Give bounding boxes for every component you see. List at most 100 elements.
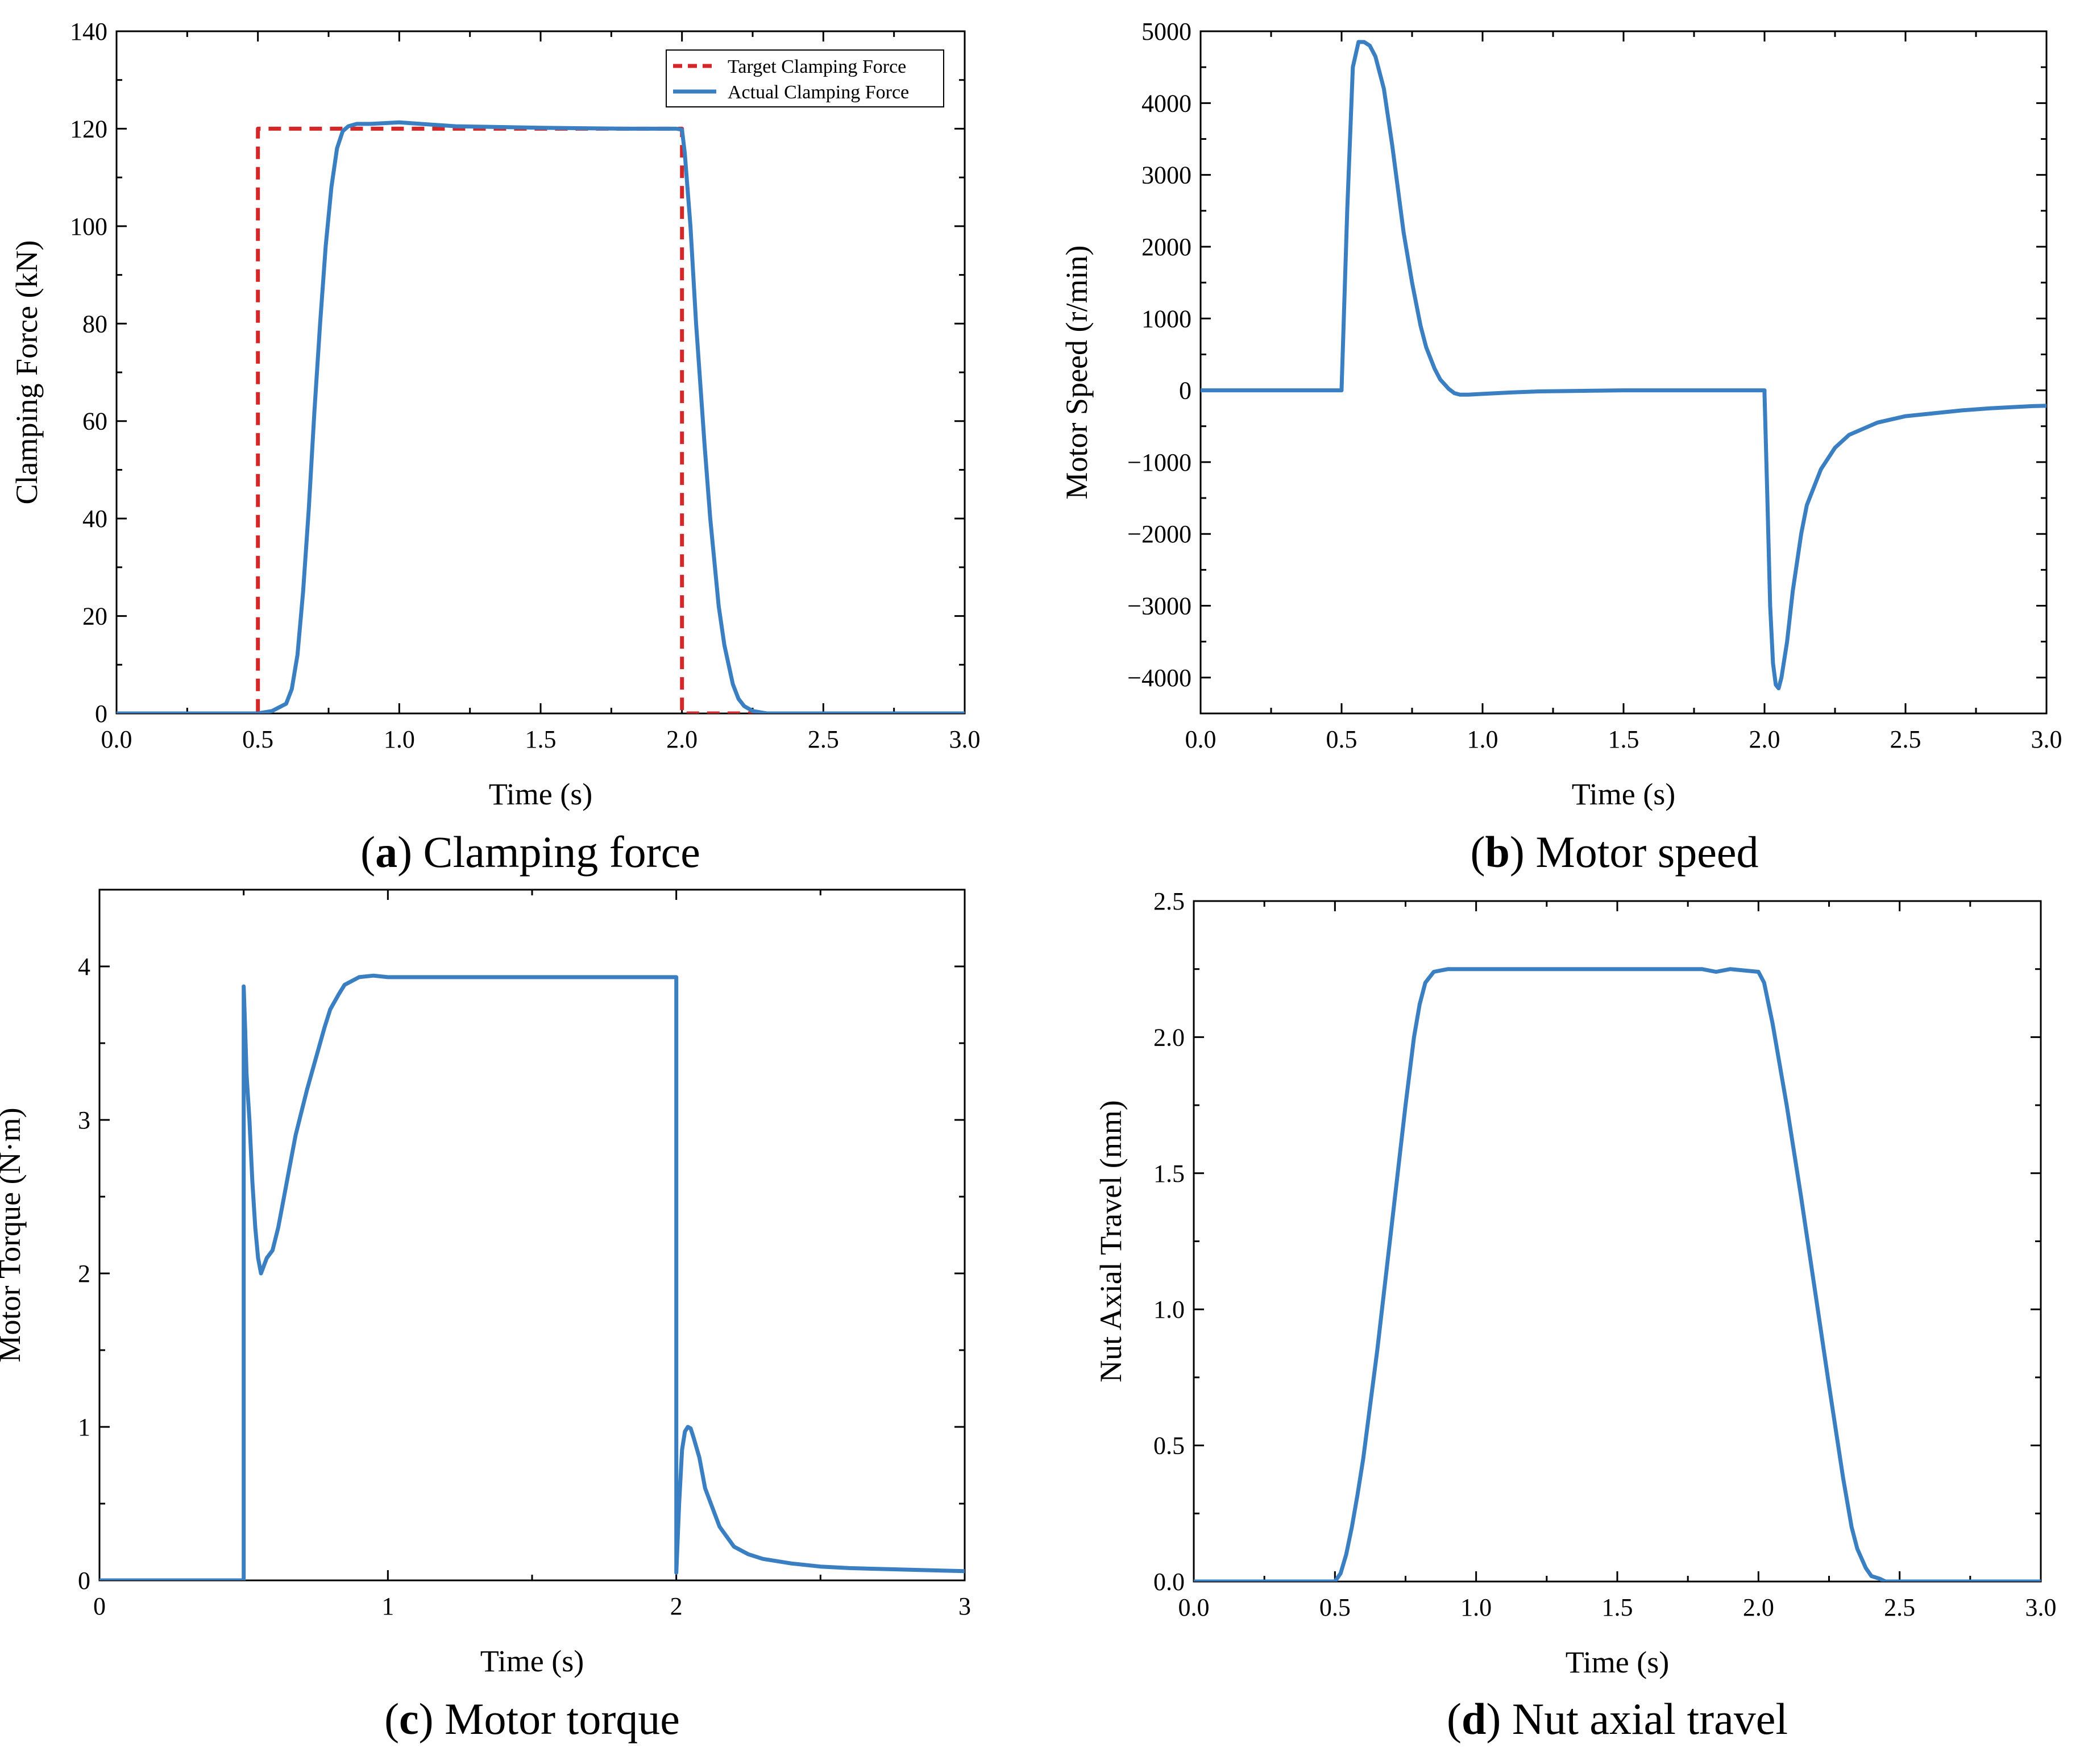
x-tick-label: 1.0 [1467, 725, 1498, 753]
y-tick-label: 2.5 [1153, 887, 1185, 915]
series-line-target-clamping-force [117, 126, 965, 713]
y-tick-label: 100 [70, 213, 107, 240]
series-line-actual-clamping-force [117, 120, 965, 713]
x-tick-label: 1.5 [1602, 1593, 1633, 1621]
caption-paren-close: ) [419, 1694, 434, 1744]
series-line-motor-speed [1201, 40, 2046, 691]
y-tick-label: 40 [82, 505, 107, 533]
y-tick-label: 4000 [1141, 89, 1192, 117]
legend-label: Target Clamping Force [728, 56, 906, 77]
series-line-nut-axial-travel [1194, 967, 2041, 1582]
y-tick-label: 60 [82, 408, 107, 435]
y-tick-label: 4 [78, 953, 90, 981]
panel-caption: (b) Motor speed [1471, 827, 1759, 877]
x-tick-label: 1.5 [525, 725, 557, 753]
y-tick-label: 3 [78, 1106, 90, 1134]
x-tick-label: 3.0 [949, 725, 981, 753]
caption-paren-open: ( [1447, 1694, 1462, 1744]
x-axis-title: Time (s) [489, 777, 593, 811]
y-tick-label: 20 [82, 603, 107, 630]
x-tick-label: 1 [381, 1592, 394, 1620]
caption-text: Nut axial travel [1501, 1694, 1788, 1744]
y-tick-label: 1.0 [1153, 1296, 1185, 1323]
panel-caption: (a) Clamping force [360, 827, 700, 877]
caption-paren-open: ( [384, 1694, 399, 1744]
y-tick-label: −1000 [1127, 449, 1192, 476]
panel-d-nut-axial-travel: 0.0 0.5 1.0 1.5 2.0 2.5 3.0 0.0 0.5 1.0 1.5 2.0 2.5 T… [1094, 887, 2057, 1744]
x-tick-label: 3.0 [2031, 725, 2062, 753]
y-tick-label: 5000 [1141, 18, 1192, 45]
caption-letter: d [1462, 1694, 1486, 1744]
plot-frame [98, 889, 966, 1582]
x-axis-title: Time (s) [1572, 777, 1676, 811]
x-tick-label: 2.5 [808, 725, 839, 753]
x-tick-label: 0.0 [1178, 1593, 1210, 1621]
y-tick-label: 1000 [1141, 305, 1192, 333]
x-tick-label: 0.0 [1185, 725, 1217, 753]
y-tick-label: 2.0 [1153, 1023, 1185, 1051]
x-tick-label: 2.5 [1890, 725, 1921, 753]
y-axis-title: Motor Torque (N·m) [0, 1107, 27, 1362]
y-tick-label: 120 [70, 115, 107, 143]
y-tick-label: 3000 [1141, 161, 1192, 189]
x-tick-label: 3.0 [2025, 1593, 2057, 1621]
x-tick-label: 0.5 [242, 725, 273, 753]
x-tick-label: 2 [670, 1592, 683, 1620]
y-tick-label: 0.5 [1153, 1432, 1185, 1460]
caption-letter: c [399, 1694, 419, 1744]
x-axis-title: Time (s) [1566, 1645, 1670, 1679]
x-tick-label: 0.0 [101, 725, 132, 753]
caption-letter: b [1485, 827, 1510, 877]
series-group [1194, 967, 2041, 1582]
y-axis-title: Motor Speed (r/min) [1060, 246, 1094, 500]
panel-c-motor-torque: 0 1 2 3 0 1 2 3 4 Time (s) Motor Torque (N·m) (c) M… [0, 889, 971, 1744]
y-tick-label: 2000 [1141, 233, 1192, 261]
series-group [1201, 40, 2046, 691]
legend-label: Actual Clamping Force [728, 82, 909, 103]
caption-text: Motor torque [434, 1694, 680, 1744]
series-line-motor-torque [99, 973, 965, 1580]
plot-frame [1199, 30, 2048, 715]
x-tick-label: 1.0 [1460, 1593, 1492, 1621]
caption-paren-close: ) [1486, 1694, 1501, 1744]
y-tick-label: −3000 [1127, 592, 1192, 620]
y-axis-title: Clamping Force (kN) [10, 240, 44, 505]
y-tick-label: 0 [78, 1567, 90, 1595]
caption-text: Motor speed [1525, 827, 1759, 877]
caption-text: Clamping force [412, 827, 700, 877]
y-tick-label: 0.0 [1153, 1568, 1185, 1596]
y-tick-label: 140 [70, 18, 107, 45]
series-group [99, 973, 965, 1580]
panel-a-clamping-force: 0.0 0.5 1.0 1.5 2.0 2.5 3.0 0 20 40 60 80 100 120 140 T… [10, 18, 981, 877]
x-axis-title: Time (s) [480, 1644, 584, 1678]
y-axis-title: Nut Axial Travel (mm) [1094, 1100, 1128, 1383]
y-tick-label: −4000 [1127, 664, 1192, 692]
x-tick-label: 0.5 [1319, 1593, 1351, 1621]
x-tick-label: 0 [93, 1592, 106, 1620]
panel-caption: (c) Motor torque [384, 1694, 680, 1744]
x-tick-label: 2.5 [1884, 1593, 1915, 1621]
panel-caption: (d) Nut axial travel [1447, 1694, 1788, 1744]
y-tick-label: 0 [1179, 377, 1192, 405]
y-tick-label: 1.5 [1153, 1160, 1185, 1188]
y-tick-label: 2 [78, 1260, 90, 1288]
legend: Target Clamping Force Actual Clamping For… [666, 49, 944, 107]
plot-frame [115, 30, 966, 715]
x-tick-label: 1.0 [384, 725, 415, 753]
caption-letter: a [375, 827, 397, 877]
plot-frame [1193, 900, 2042, 1583]
y-tick-label: 0 [95, 700, 107, 728]
x-tick-label: 0.5 [1326, 725, 1357, 753]
x-tick-label: 2.0 [1749, 725, 1780, 753]
x-tick-label: 2.0 [666, 725, 698, 753]
caption-paren-close: ) [397, 827, 412, 877]
caption-paren-close: ) [1510, 827, 1525, 877]
x-tick-label: 3 [958, 1592, 971, 1620]
series-group [117, 120, 965, 713]
legend-box [666, 49, 944, 107]
x-tick-label: 2.0 [1743, 1593, 1774, 1621]
panel-b-motor-speed: 0.0 0.5 1.0 1.5 2.0 2.5 3.0 5000 4000 3000 2000 100… [1060, 18, 2062, 877]
y-tick-label: 1 [78, 1413, 90, 1441]
y-tick-label: 80 [82, 310, 107, 338]
